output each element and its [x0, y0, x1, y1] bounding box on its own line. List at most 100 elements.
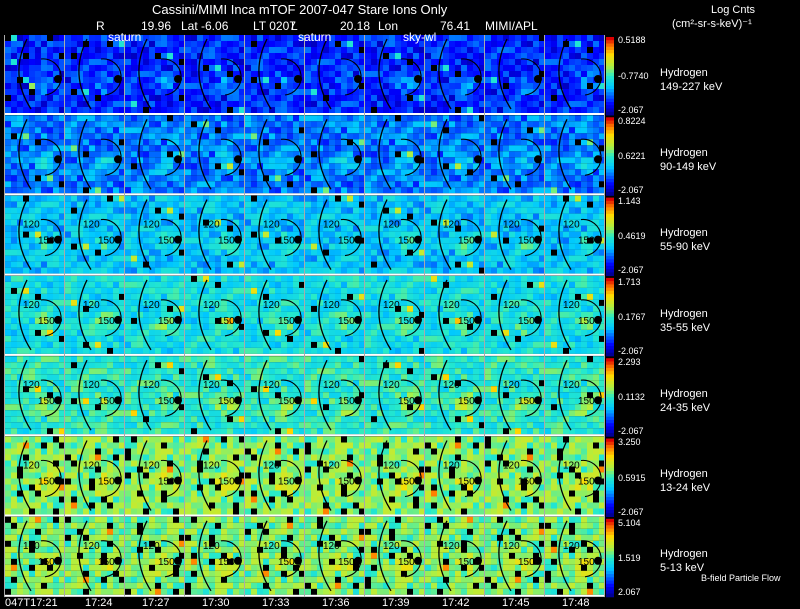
pixel-cell — [149, 207, 155, 214]
pixel-cell — [101, 187, 107, 194]
pixel-cell — [521, 213, 527, 220]
pixel-cell — [395, 201, 401, 208]
pixel-cell — [341, 175, 347, 182]
pixel-cell — [59, 243, 65, 250]
pixel-cell — [509, 77, 515, 83]
pixel-cell — [215, 219, 221, 226]
pixel-cell — [167, 169, 173, 176]
pixel-cell — [221, 329, 227, 336]
pixel-cell — [47, 77, 53, 83]
pixel-cell — [461, 115, 467, 122]
pixel-cell — [557, 101, 563, 107]
pixel-cell — [599, 101, 605, 107]
pixel-cell — [233, 71, 239, 77]
pixel-cell — [251, 281, 257, 288]
pixel-cell — [221, 261, 227, 268]
pixel-cell — [263, 287, 269, 294]
pixel-cell — [341, 255, 347, 262]
pixel-cell — [599, 195, 605, 202]
pixel-cell — [569, 139, 575, 146]
pixel-cell — [467, 261, 473, 268]
pixel-cell — [497, 281, 503, 288]
pixel-cell — [59, 219, 65, 226]
pixel-cell — [5, 59, 11, 65]
pixel-cell — [545, 207, 551, 214]
pixel-cell — [209, 121, 215, 128]
pixel-cell — [479, 65, 485, 71]
pixel-cell — [413, 255, 419, 262]
pixel-cell — [203, 237, 209, 244]
pixel-cell — [323, 195, 329, 202]
pixel-cell — [125, 243, 131, 250]
pixel-cell — [569, 41, 575, 47]
pixel-cell — [161, 83, 167, 89]
pixel-cell — [425, 41, 431, 47]
pixel-cell — [287, 175, 293, 182]
pixel-cell — [371, 281, 377, 288]
pixel-cell — [47, 225, 53, 232]
pixel-cell — [125, 157, 131, 164]
pixel-cell — [503, 243, 509, 250]
pixel-cell — [347, 305, 353, 312]
pixel-cell — [35, 207, 41, 214]
pixel-cell — [245, 323, 251, 330]
pixel-cell — [401, 299, 407, 306]
pixel-cell — [107, 281, 113, 288]
pixel-cell — [473, 175, 479, 182]
annotation-120: 120 — [323, 220, 340, 231]
pixel-cell — [71, 157, 77, 164]
pixel-cell — [275, 231, 281, 238]
pixel-cell — [503, 219, 509, 226]
pixel-cell — [461, 225, 467, 232]
pixel-cell — [143, 225, 149, 232]
annotation-150: 150 — [98, 316, 115, 327]
pixel-cell — [491, 201, 497, 208]
pixel-cell — [581, 121, 587, 128]
pixel-cell — [275, 89, 281, 95]
pixel-cell — [143, 35, 149, 41]
pixel-cell — [281, 169, 287, 176]
pixel-cell — [83, 115, 89, 122]
pixel-cell — [269, 121, 275, 128]
pixel-cell — [389, 59, 395, 65]
pixel-cell — [401, 47, 407, 53]
pixel-cell — [329, 317, 335, 324]
pixel-cell — [581, 35, 587, 41]
pixel-cell — [281, 121, 287, 128]
pixel-cell — [251, 127, 257, 134]
pixel-cell — [29, 305, 35, 312]
pixel-cell — [569, 121, 575, 128]
pixel-cell — [281, 261, 287, 268]
pixel-cell — [311, 59, 317, 65]
pixel-cell — [431, 133, 437, 140]
pixel-cell — [485, 127, 491, 134]
pixel-cell — [545, 163, 551, 170]
pixel-cell — [131, 35, 137, 41]
pixel-cell — [233, 89, 239, 95]
pixel-cell — [173, 59, 179, 65]
pixel-cell — [515, 237, 521, 244]
pixel-cell — [131, 287, 137, 294]
pixel-cell — [539, 201, 545, 208]
pixel-cell — [17, 83, 23, 89]
pixel-cell — [65, 157, 71, 164]
pixel-cell — [383, 107, 389, 113]
pixel-cell — [173, 41, 179, 47]
pixel-cell — [527, 83, 533, 89]
pixel-cell — [29, 255, 35, 262]
pixel-cell — [131, 299, 137, 306]
pixel-cell — [281, 181, 287, 188]
pixel-cell — [149, 201, 155, 208]
pixel-cell — [113, 187, 119, 194]
fov-circle — [460, 138, 482, 176]
pixel-cell — [557, 175, 563, 182]
pixel-cell — [371, 237, 377, 244]
pixel-cell — [65, 151, 71, 158]
pixel-cell — [161, 317, 167, 324]
pixel-cell — [107, 95, 113, 101]
pixel-cell — [425, 243, 431, 250]
pixel-cell — [65, 59, 71, 65]
pixel-cell — [419, 89, 425, 95]
pixel-cell — [365, 71, 371, 77]
saturn-marker — [174, 315, 182, 324]
